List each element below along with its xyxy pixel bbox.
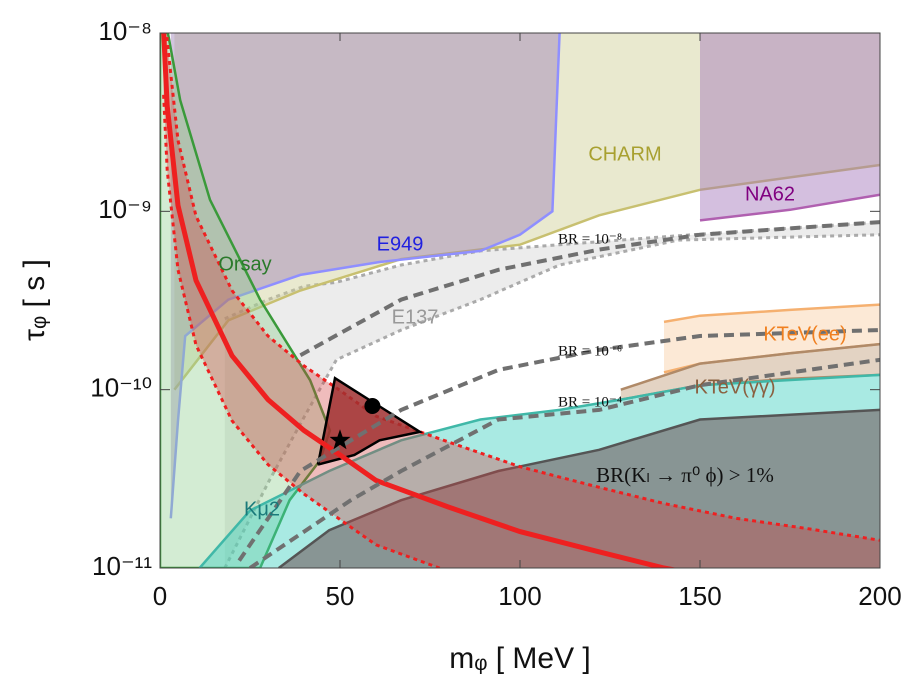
x-tick-label: 50 bbox=[326, 581, 355, 611]
region-label: E949 bbox=[377, 233, 424, 255]
region-edge bbox=[224, 220, 880, 321]
x-tick-label: 200 bbox=[858, 581, 901, 611]
region-label: NA62 bbox=[745, 183, 795, 205]
region-edge bbox=[316, 376, 424, 466]
y-tick-label: 10⁻¹¹ bbox=[92, 551, 152, 581]
y-axis-label: τᵩ [ s ] bbox=[18, 259, 51, 341]
x-axis-label: mᵩ [ MeV ] bbox=[449, 642, 591, 675]
line-label: BR = 10⁻⁴ bbox=[558, 394, 622, 410]
region-label: BR(Kₗ → π⁰ ϕ) > 1% bbox=[596, 463, 774, 487]
region bbox=[160, 33, 330, 568]
region-label: Kμ2 bbox=[244, 498, 280, 520]
line bbox=[248, 357, 880, 568]
region-label: CHARM bbox=[588, 143, 661, 165]
region-label: KTeV(ee) bbox=[763, 323, 846, 345]
line-label: BR = 10⁻⁸ bbox=[558, 231, 622, 247]
region-edge bbox=[278, 408, 880, 568]
region bbox=[620, 344, 880, 400]
region-label: KTeV(γγ) bbox=[694, 376, 775, 398]
region-edge bbox=[223, 233, 880, 568]
region-edge bbox=[663, 303, 880, 324]
region bbox=[700, 33, 880, 221]
line bbox=[161, 33, 678, 568]
line bbox=[237, 328, 880, 562]
region bbox=[278, 409, 880, 568]
y-tick-label: 10⁻⁸ bbox=[98, 16, 152, 46]
region-edge bbox=[620, 342, 880, 391]
y-tick-label: 10⁻¹⁰ bbox=[90, 373, 152, 403]
region bbox=[664, 304, 880, 373]
point-star bbox=[329, 429, 351, 450]
region-edge bbox=[699, 193, 880, 222]
region bbox=[170, 33, 560, 519]
region-edge bbox=[162, 94, 444, 568]
region bbox=[174, 33, 880, 390]
line bbox=[299, 220, 880, 357]
x-tick-label: 150 bbox=[678, 581, 721, 611]
region-edge bbox=[169, 33, 561, 519]
point bbox=[364, 397, 381, 414]
region-label: E137 bbox=[392, 306, 439, 328]
plot-area bbox=[160, 33, 880, 568]
x-tick-label: 0 bbox=[153, 581, 167, 611]
region-label: Orsay bbox=[218, 253, 271, 275]
x-tick-label: 100 bbox=[498, 581, 541, 611]
line-label: BR = 10⁻⁶ bbox=[558, 343, 622, 359]
y-tick-label: 10⁻⁹ bbox=[98, 194, 152, 224]
labels: E137 CHARM E949 NA62 Orsay KTeV(ee) KTeV(γγ) Kμ… bbox=[218, 143, 846, 520]
